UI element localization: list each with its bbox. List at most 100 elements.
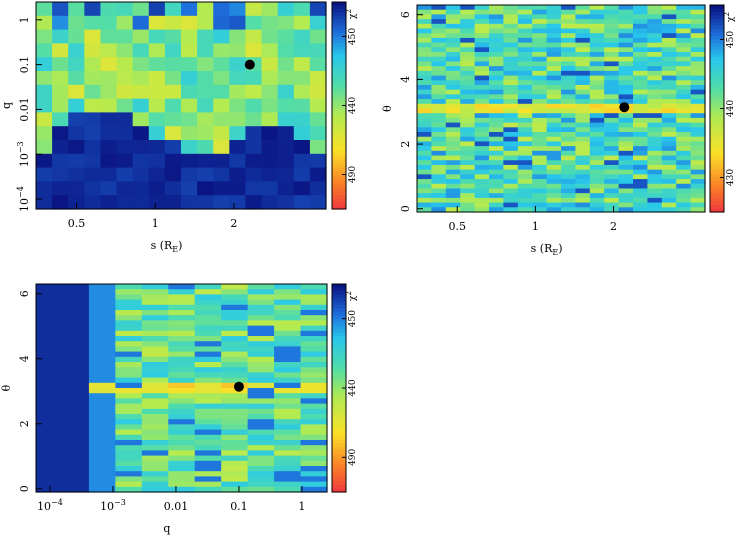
heatmap-cell — [604, 103, 620, 110]
heatmap-cell — [309, 153, 327, 169]
heatmap-cell — [181, 112, 198, 127]
heatmap-cell — [62, 414, 90, 420]
heatmap-cell — [445, 89, 461, 95]
heatmap-cell — [561, 28, 576, 34]
heatmap-cell — [474, 132, 490, 138]
heatmap-cell — [532, 155, 548, 161]
heatmap-cell — [68, 15, 85, 31]
heatmap-cell — [661, 193, 677, 199]
heatmap-cell — [633, 103, 648, 110]
heatmap-cell — [417, 80, 432, 86]
heatmap-cell — [417, 164, 432, 171]
colorbar-segment — [332, 71, 346, 76]
heatmap-cell — [247, 393, 275, 399]
heatmap-cell — [221, 408, 249, 415]
heatmap-cell — [213, 71, 230, 86]
heatmap-cell — [247, 466, 275, 472]
heatmap-cell — [274, 476, 302, 483]
heatmap-cell — [100, 195, 118, 210]
heatmap-cell — [690, 28, 706, 34]
heatmap-cell — [274, 471, 302, 477]
heatmap-cell — [88, 393, 116, 399]
heatmap-cell — [194, 315, 222, 321]
heatmap-cell — [115, 471, 143, 477]
heatmap-cell — [247, 450, 275, 457]
heatmap-cell — [647, 23, 663, 30]
heatmap-cell — [604, 52, 620, 58]
heatmap-cell — [575, 84, 591, 91]
heatmap-cell — [633, 141, 648, 147]
heatmap-cell — [618, 5, 634, 11]
heatmap-cell — [213, 29, 230, 44]
heatmap-cell — [221, 351, 249, 358]
heatmap-cell — [168, 356, 196, 363]
heatmap-cell — [561, 5, 576, 11]
heatmap-cell — [575, 52, 591, 58]
colorbar-segment — [332, 370, 346, 375]
heatmap-cell — [221, 336, 249, 342]
colorbar-segment — [332, 19, 346, 24]
heatmap-cell — [445, 42, 461, 48]
heatmap-cell — [52, 43, 69, 58]
heatmap-cell — [300, 434, 328, 441]
heatmap-cell — [474, 179, 490, 185]
heatmap-cell — [517, 28, 533, 34]
heatmap-cell — [245, 167, 263, 182]
heatmap-cell — [460, 99, 476, 105]
heatmap-cell — [604, 70, 620, 77]
heatmap-cell — [676, 136, 692, 143]
heatmap-cell — [532, 70, 548, 77]
heatmap-cell — [517, 33, 533, 39]
colorbar-segment — [710, 208, 724, 213]
heatmap-cell — [247, 481, 275, 488]
heatmap-cell — [247, 440, 275, 446]
heatmap-cell — [532, 56, 548, 63]
colorbar-segment — [710, 139, 724, 144]
heatmap-cell — [489, 80, 504, 86]
heatmap-cell — [546, 113, 562, 119]
heatmap-cell — [293, 153, 311, 169]
heatmap-cell — [661, 66, 677, 72]
heatmap-cell — [181, 2, 198, 17]
heatmap-cell — [274, 351, 302, 358]
colorbar-segment — [332, 422, 346, 427]
heatmap-cell — [52, 29, 69, 44]
heatmap-cell — [247, 445, 275, 451]
heatmap-cell — [168, 476, 196, 483]
heatmap-cell — [417, 61, 432, 67]
heatmap-cell — [575, 117, 591, 124]
heatmap-cell — [503, 23, 519, 30]
heatmap-cell — [62, 299, 90, 306]
colorbar-segment — [332, 294, 346, 299]
heatmap-cell — [532, 52, 548, 58]
heatmap-cell — [36, 460, 64, 467]
heatmap-cell — [661, 164, 677, 171]
heatmap-cell — [116, 167, 134, 182]
heatmap-cell — [431, 47, 447, 53]
colorbar-segment — [332, 467, 346, 472]
heatmap-cell — [561, 47, 576, 53]
heatmap-cell — [633, 179, 648, 185]
heatmap-cell — [168, 284, 196, 290]
heatmap-cell — [431, 164, 447, 171]
colorbar-segment — [710, 156, 724, 161]
colorbar-segment — [332, 436, 346, 441]
heatmap-cell — [62, 460, 90, 467]
heatmap-cell — [532, 84, 548, 91]
heatmap-cell — [417, 89, 432, 95]
heatmap-cell — [274, 284, 302, 290]
heatmap-cell — [88, 382, 116, 389]
heatmap-cell — [417, 28, 432, 34]
heatmap-cell — [221, 330, 249, 337]
colorbar-title: χ2 — [345, 291, 358, 301]
heatmap-cell — [503, 136, 519, 143]
heatmap-cell — [532, 122, 548, 128]
heatmap-cell — [62, 356, 90, 363]
heatmap-cell — [489, 42, 504, 48]
heatmap-cell — [141, 450, 169, 457]
x-tick-label: 0.5 — [448, 220, 466, 233]
colorbar-segment — [332, 8, 346, 13]
heatmap-cell — [132, 15, 150, 31]
heatmap-cell — [247, 362, 275, 368]
